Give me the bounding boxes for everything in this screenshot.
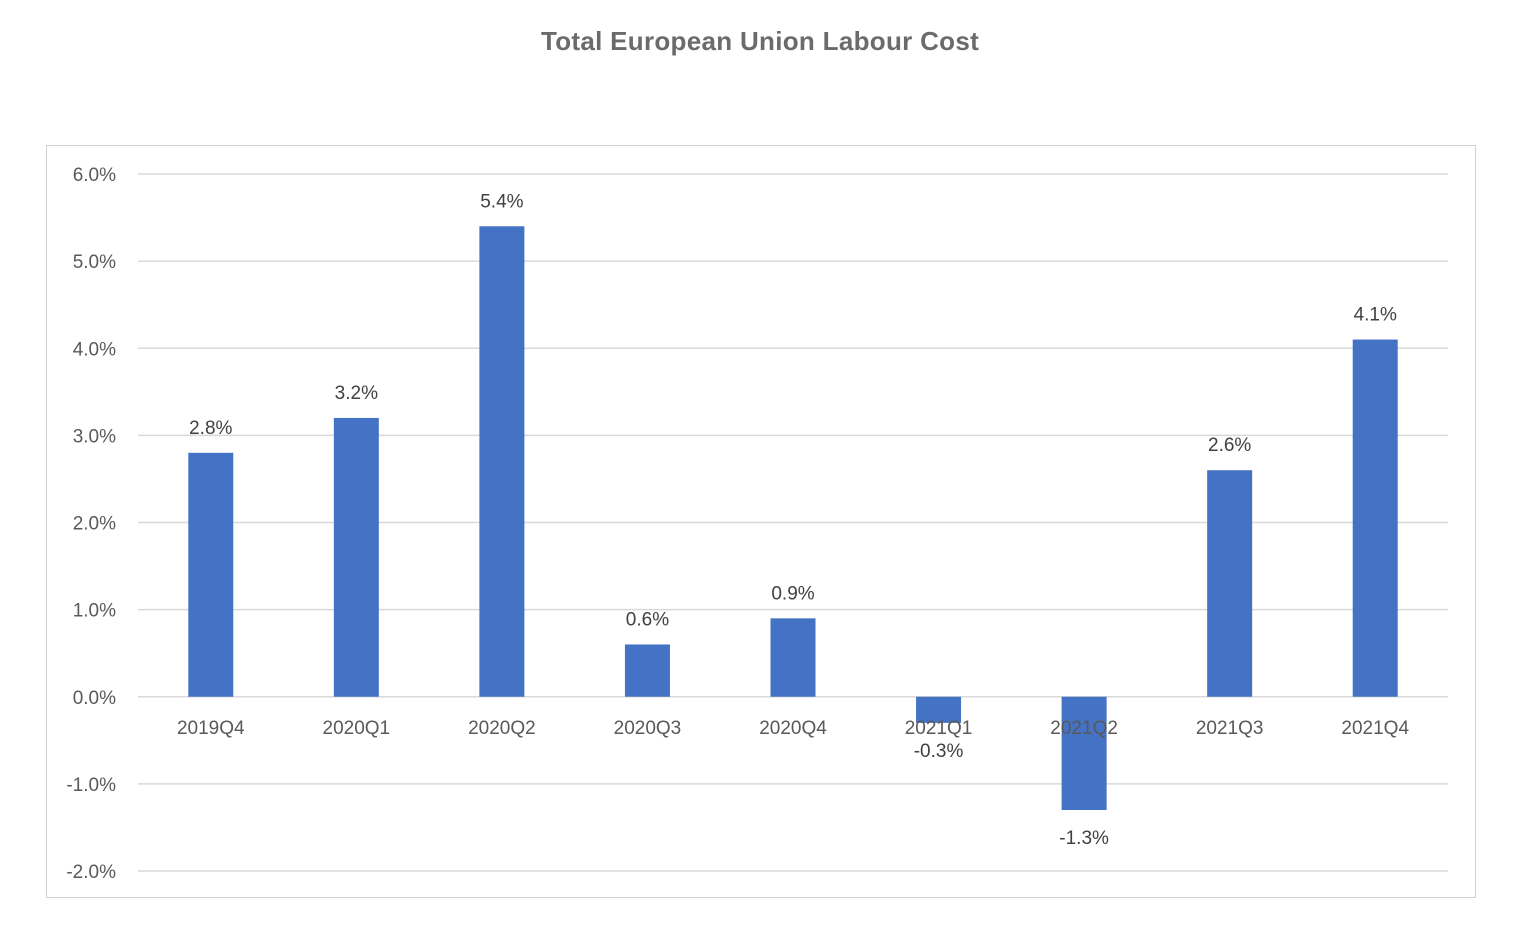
bar-2020Q1 — [333, 417, 379, 697]
data-label: 4.1% — [1354, 305, 1397, 326]
chart-title: Total European Union Labour Cost — [540, 26, 980, 56]
bar-2021Q4 — [1352, 339, 1398, 697]
bar-2020Q2 — [479, 226, 525, 697]
y-tick-label: 4.0% — [73, 339, 116, 360]
y-tick-label: 1.0% — [73, 601, 116, 622]
x-category-label: 2020Q3 — [614, 718, 682, 739]
y-axis-ticks: 6.0% 5.0% 4.0% 3.0% 2.0% 1.0% 0.0% -1.0% -2.0% — [66, 165, 116, 883]
data-label: 0.9% — [771, 583, 814, 604]
x-category-label: 2020Q4 — [759, 718, 827, 739]
y-tick-label: 0.0% — [73, 688, 116, 709]
data-label: -0.3% — [914, 741, 964, 762]
data-label: 3.2% — [335, 383, 378, 404]
y-tick-label: 5.0% — [73, 252, 116, 273]
chart-area — [46, 145, 1476, 898]
bar-2019Q4 — [188, 452, 234, 697]
data-label: -1.3% — [1059, 828, 1109, 849]
y-tick-label: 3.0% — [73, 426, 116, 447]
bar-2020Q3 — [624, 644, 670, 697]
y-tick-label: -1.0% — [66, 775, 116, 796]
data-labels: 2.8% 3.2% 5.4% 0.6% 0.9% -0.3% -1.3% 2.6% 4.1% — [189, 191, 1397, 849]
x-category-label: 2020Q1 — [323, 718, 391, 739]
x-category-label: 2021Q2 — [1050, 718, 1118, 739]
x-category-label: 2021Q4 — [1341, 718, 1409, 739]
x-category-label: 2021Q1 — [905, 718, 973, 739]
x-axis-categories: 2019Q4 2020Q1 2020Q2 2020Q3 2020Q4 2021Q1 2021… — [177, 718, 1409, 739]
y-tick-label: 2.0% — [73, 514, 116, 535]
data-label: 2.8% — [189, 418, 232, 439]
bar-2021Q3 — [1207, 470, 1253, 697]
y-tick-label: 6.0% — [73, 165, 116, 186]
x-category-label: 2020Q2 — [468, 718, 536, 739]
bars — [188, 226, 1398, 811]
data-label: 5.4% — [480, 191, 523, 212]
x-category-label: 2019Q4 — [177, 718, 245, 739]
y-tick-label: -2.0% — [66, 862, 116, 883]
data-label: 0.6% — [626, 609, 669, 630]
bar-2020Q4 — [770, 618, 816, 697]
data-label: 2.6% — [1208, 435, 1251, 456]
bar-2021Q1 — [916, 696, 962, 723]
x-category-label: 2021Q3 — [1196, 718, 1264, 739]
bar-2021Q2 — [1061, 696, 1107, 811]
